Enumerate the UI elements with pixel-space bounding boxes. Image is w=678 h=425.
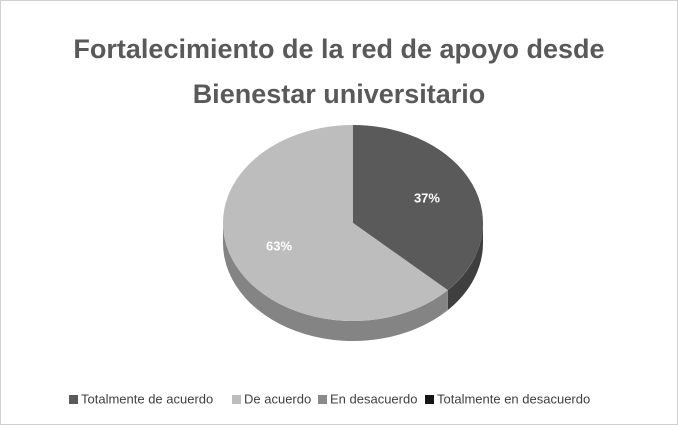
legend-label: Totalmente en desacuerdo [437, 391, 590, 406]
chart-title: Fortalecimiento de la red de apoyo desde… [73, 34, 605, 109]
pie-slice [222, 124, 448, 321]
pie-side [223, 223, 448, 341]
pie-side [447, 223, 483, 311]
data-label: 63% [266, 239, 292, 254]
data-label: 37% [414, 190, 440, 205]
legend-label: De acuerdo [244, 391, 311, 406]
legend-swatch [425, 395, 434, 404]
legend-swatch [318, 395, 327, 404]
legend-label: Totalmente de acuerdo [81, 391, 213, 406]
pie-slice [353, 125, 483, 291]
legend-label: En desacuerdo [330, 391, 417, 406]
legend-swatch [232, 395, 241, 404]
legend-swatch [69, 395, 78, 404]
